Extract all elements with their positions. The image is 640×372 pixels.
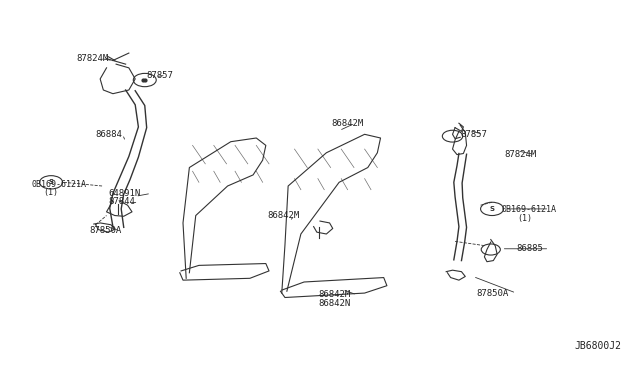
Text: 87857: 87857: [460, 130, 487, 139]
Text: 87844: 87844: [108, 197, 135, 206]
Text: 86884: 86884: [96, 130, 123, 139]
Text: 86842M: 86842M: [332, 119, 364, 128]
Text: S: S: [490, 206, 495, 212]
Text: 87850A: 87850A: [476, 289, 508, 298]
Text: 87824M: 87824M: [77, 54, 109, 63]
Text: 87824M: 87824M: [505, 150, 537, 159]
Text: 0B169-6121A: 0B169-6121A: [32, 180, 87, 189]
Text: 86842N: 86842N: [319, 299, 351, 308]
Text: 86885: 86885: [516, 244, 543, 253]
Text: (1): (1): [518, 214, 532, 222]
Text: (1): (1): [43, 188, 58, 197]
Text: JB6800J2: JB6800J2: [575, 340, 622, 350]
Text: S: S: [49, 179, 54, 185]
Text: 86842M: 86842M: [268, 211, 300, 220]
Text: 86842M: 86842M: [319, 291, 351, 299]
Text: 87850A: 87850A: [90, 226, 122, 235]
Text: 64891N: 64891N: [108, 189, 141, 198]
Text: 0B169-6121A: 0B169-6121A: [502, 205, 557, 215]
Text: 87857: 87857: [147, 71, 173, 80]
